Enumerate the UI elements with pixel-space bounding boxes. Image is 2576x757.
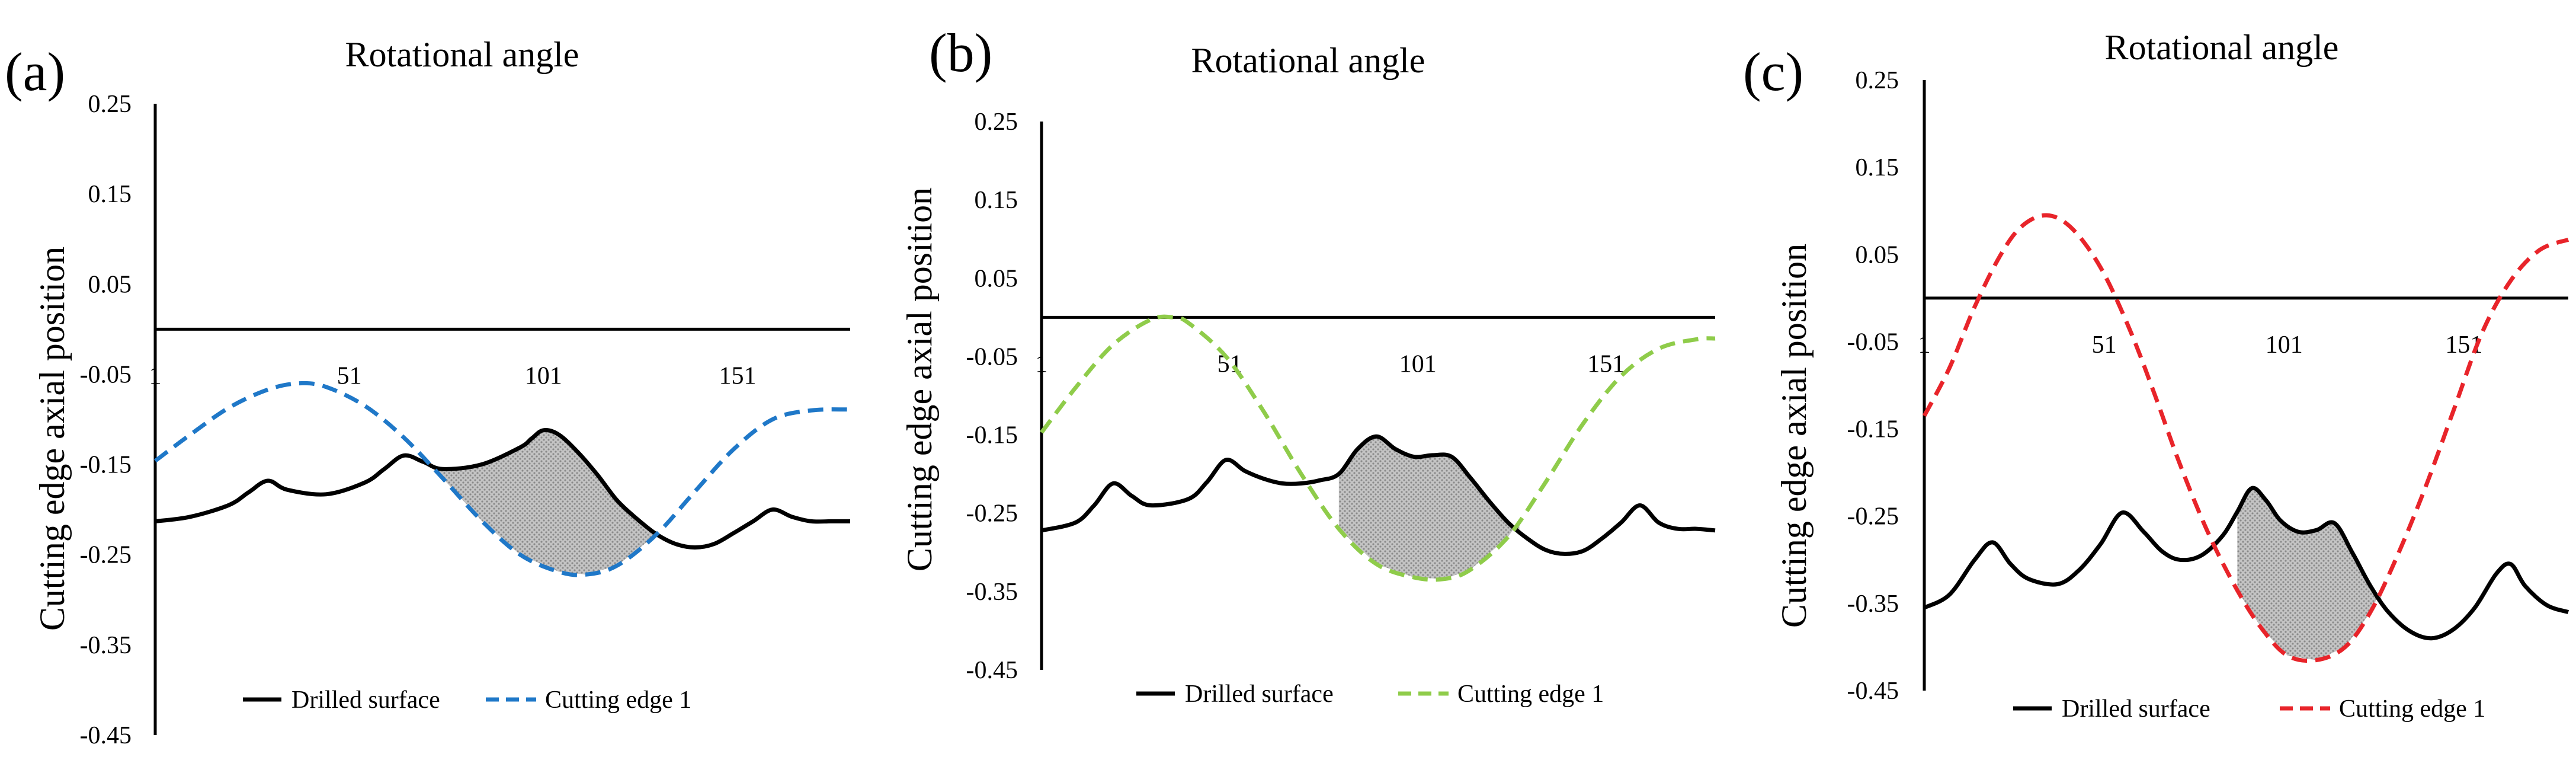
y-tick-label: 0.15 — [975, 187, 1018, 214]
legend-drilled-label: Drilled surface — [2062, 695, 2210, 723]
chart-panel-c: (c) Rotational angle Cutting edge axial … — [1743, 28, 2569, 723]
x-tick-label: 51 — [337, 362, 362, 389]
y-tick-label: -0.25 — [80, 542, 132, 569]
shaded-region — [2237, 488, 2382, 660]
y-tick-label: -0.35 — [966, 579, 1018, 606]
y-tick-label: 0.25 — [88, 91, 132, 118]
x-tick-label: 101 — [2266, 331, 2303, 359]
x-tick-label: 51 — [2092, 331, 2117, 359]
y-tick-label: 0.25 — [975, 108, 1018, 136]
x-tick-label: 1 — [1036, 350, 1048, 378]
chart-title: Rotational angle — [1191, 41, 1425, 80]
chart-panel-b: (b) Rotational angle Cutting edge axial … — [900, 23, 1716, 708]
panel-letter: (c) — [1743, 41, 1803, 102]
legend: Drilled surface Cutting edge 1 — [2013, 695, 2485, 723]
y-tick-label: 0.15 — [1856, 154, 1899, 181]
legend-cutting-edge-label: Cutting edge 1 — [2339, 695, 2485, 723]
series-drilled-surface — [1923, 485, 2569, 641]
legend-drilled-label: Drilled surface — [291, 686, 440, 714]
y-tick-label: -0.15 — [1847, 416, 1899, 443]
plot-area: 0.250.150.05-0.05-0.15-0.25-0.35-0.451 51… — [80, 91, 851, 749]
series-drilled-surface — [155, 428, 850, 550]
y-tick-label: -0.45 — [80, 722, 132, 749]
x-tick-label: 151 — [1587, 350, 1625, 378]
y-tick-label: -0.05 — [1847, 328, 1899, 356]
y-tick-label: -0.45 — [1847, 678, 1899, 705]
y-tick-label: 0.05 — [975, 265, 1018, 292]
series-cutting-edge-1 — [1040, 314, 1716, 582]
x-tick-label: 1 — [149, 362, 162, 389]
y-tick-label: -0.15 — [966, 422, 1018, 449]
chart-title: Rotational angle — [345, 35, 579, 74]
legend: Drilled surface Cutting edge 1 — [243, 686, 691, 714]
plot-area: 0.25 0.15 0.05 -0.05 -0.15 -0.25 -0.35 -0.45 1 51… — [1847, 67, 2569, 705]
y-tick-label: -0.05 — [80, 361, 132, 388]
y-tick-label: 0.05 — [88, 271, 132, 298]
legend: Drilled surface Cutting edge 1 — [1136, 681, 1604, 708]
y-axis-label: Cutting edge axial position — [1774, 244, 1814, 628]
series-cutting-edge-1 — [1922, 213, 2569, 663]
y-tick-label: -0.05 — [966, 343, 1018, 370]
chart-title: Rotational angle — [2105, 28, 2339, 67]
chart-panel-a: (a) Rotational angle Cutting edge axial … — [5, 35, 851, 749]
series-cutting-edge-1 — [153, 381, 851, 577]
y-tick-label: -0.45 — [966, 657, 1018, 684]
x-tick-label: 101 — [1399, 350, 1437, 378]
y-axis-label: Cutting edge axial position — [33, 247, 72, 631]
y-tick-label: 0.25 — [1856, 67, 1899, 94]
legend-drilled-label: Drilled surface — [1185, 681, 1334, 708]
y-tick-label: -0.35 — [80, 632, 132, 659]
legend-cutting-edge-label: Cutting edge 1 — [1457, 681, 1604, 708]
y-tick-label: -0.25 — [1847, 503, 1899, 531]
series-drilled-surface — [1041, 434, 1716, 556]
shaded-region — [431, 430, 656, 575]
x-tick-label: 1 — [1918, 331, 1931, 359]
panel-letter: (a) — [5, 41, 65, 102]
y-tick-label: -0.25 — [966, 500, 1018, 528]
y-tick-label: -0.15 — [80, 452, 132, 479]
legend-cutting-edge-label: Cutting edge 1 — [545, 686, 691, 714]
y-tick-label: 0.15 — [88, 181, 132, 208]
y-tick-label: -0.35 — [1847, 590, 1899, 618]
plot-area: 0.25 0.15 0.05 -0.05 -0.15 -0.25 -0.35 -0.45 1 51… — [966, 108, 1716, 684]
x-tick-label: 101 — [525, 362, 562, 389]
shaded-region — [1338, 436, 1520, 579]
y-tick-label: 0.05 — [1856, 241, 1899, 269]
panel-letter: (b) — [929, 23, 992, 83]
y-axis-label: Cutting edge axial position — [900, 187, 939, 571]
x-tick-label: 151 — [719, 362, 756, 389]
